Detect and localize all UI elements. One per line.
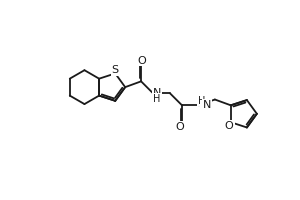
Text: N: N — [202, 100, 211, 110]
Text: O: O — [137, 56, 146, 66]
Text: N: N — [153, 88, 161, 98]
Text: H: H — [198, 96, 205, 106]
Text: S: S — [112, 65, 119, 75]
Text: O: O — [175, 122, 184, 132]
Text: O: O — [225, 121, 234, 131]
Text: H: H — [153, 94, 161, 104]
